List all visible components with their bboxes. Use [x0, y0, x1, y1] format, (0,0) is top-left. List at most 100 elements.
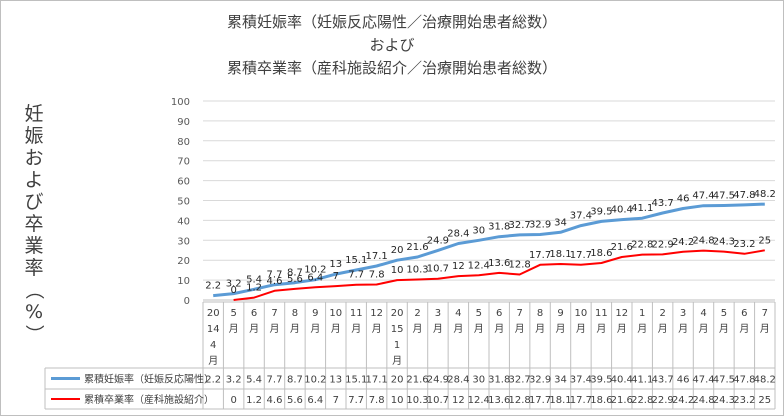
table-cell-pregnancy: 28.4 — [447, 375, 469, 386]
x-category-label: 7 — [762, 308, 768, 319]
legend-label-pregnancy: 累積妊娠率（妊娠反応陽性） — [84, 373, 214, 386]
chart-title: 累積妊娠率（妊娠反応陽性／治療開始患者総数） および 累積卒業率（産科施設紹介／… — [227, 13, 557, 77]
pregnancy-data-label: 17.1 — [366, 251, 388, 262]
x-category-label: 月 — [270, 323, 280, 335]
y-axis-label-char: % — [25, 301, 43, 323]
x-category-label: 5 — [721, 308, 727, 319]
table-cell-graduation: 17.7 — [529, 395, 551, 406]
table-cell-pregnancy: 47.4 — [692, 375, 714, 386]
graduation-data-label: 12.8 — [509, 260, 531, 271]
pregnancy-data-label: 8.7 — [287, 268, 303, 279]
x-category-label: 1 — [639, 308, 645, 319]
y-axis-label-char: （ — [23, 280, 45, 299]
pregnancy-data-label: 48.2 — [754, 189, 776, 200]
x-category-label: 3 — [680, 308, 686, 319]
y-tick-label: 20 — [177, 256, 190, 267]
x-category-label: 月 — [392, 355, 402, 367]
graduation-data-label: 22.9 — [652, 239, 674, 250]
pregnancy-data-label: 31.8 — [488, 222, 510, 233]
y-axis-label-char: よ — [24, 169, 43, 191]
graduation-data-label: 24.8 — [692, 236, 714, 247]
table-cell-pregnancy: 20 — [391, 375, 404, 386]
chart-title-line-2: および — [369, 36, 414, 54]
table-cell-pregnancy: 2.2 — [205, 375, 221, 386]
x-category-label: 月 — [310, 323, 320, 335]
y-axis-label-char: ） — [23, 324, 45, 343]
graduation-data-label: 1.2 — [246, 283, 262, 294]
pregnancy-data-label: 15.1 — [345, 255, 367, 266]
x-category-label: 月 — [678, 323, 688, 335]
table-cell-graduation: 22.8 — [631, 395, 653, 406]
y-axis-label-char: 率 — [24, 257, 43, 279]
x-category-label: 10 — [329, 308, 342, 319]
x-category-label: 月 — [637, 323, 647, 335]
graduation-data-label: 7.7 — [348, 270, 364, 281]
x-category-label: 8 — [537, 308, 543, 319]
data-table: 20144月5月6月7月8月9月10月11月12月20151月2月3月4月5月6… — [44, 301, 776, 410]
graduation-data-label: 4.6 — [267, 276, 283, 287]
pregnancy-data-label: 37.4 — [570, 211, 592, 222]
gridlines — [203, 100, 775, 301]
table-cell-graduation: 24.3 — [713, 395, 735, 406]
x-category-label: 6 — [251, 308, 257, 319]
table-cell-graduation: 10.3 — [406, 395, 428, 406]
x-category-label: 8 — [292, 308, 298, 319]
pregnancy-data-label: 41.1 — [631, 203, 653, 214]
table-cell-graduation: 1.2 — [246, 395, 262, 406]
x-category-label: 月 — [576, 323, 586, 335]
series-lines — [213, 202, 765, 301]
pregnancy-data-label: 5.4 — [246, 274, 262, 285]
pregnancy-data-label: 47.4 — [692, 191, 714, 202]
x-category-label: 月 — [331, 323, 341, 335]
pregnancy-data-label: 2.2 — [205, 281, 221, 292]
x-category-label: 月 — [413, 323, 423, 335]
x-category-label: 10 — [575, 308, 588, 319]
y-tick-label: 40 — [177, 216, 190, 227]
graduation-data-label: 7.8 — [369, 269, 385, 280]
pregnancy-data-label: 7.7 — [267, 270, 283, 281]
graduation-data-label: 12.4 — [468, 260, 490, 271]
table-cell-graduation: 7 — [333, 395, 339, 406]
x-category-label: 6 — [741, 308, 747, 319]
table-cell-pregnancy: 43.7 — [652, 375, 674, 386]
table-cell-pregnancy: 5.4 — [246, 375, 262, 386]
table-cell-graduation: 25 — [758, 395, 771, 406]
pregnancy-data-label: 30 — [472, 225, 485, 236]
table-cell-pregnancy: 39.5 — [590, 375, 612, 386]
x-category-label: 月 — [699, 323, 709, 335]
graduation-data-label: 7 — [333, 271, 339, 282]
x-category-label: 11 — [595, 308, 608, 319]
x-category-label: 月 — [556, 323, 566, 335]
pregnancy-data-label: 47.8 — [733, 190, 755, 201]
graduation-data-label: 12 — [452, 261, 465, 272]
table-cell-pregnancy: 15.1 — [345, 375, 367, 386]
graduation-data-label: 10 — [391, 265, 404, 276]
table-cell-pregnancy: 30 — [472, 375, 485, 386]
table-cell-graduation: 12.4 — [468, 395, 490, 406]
graduation-data-label: 18.6 — [590, 248, 612, 259]
graduation-data-label: 10.7 — [427, 264, 449, 275]
table-cell-pregnancy: 10.2 — [304, 375, 326, 386]
x-category-label: 月 — [453, 323, 463, 335]
graduation-data-label: 24.3 — [713, 237, 735, 248]
x-category-label: 月 — [290, 323, 300, 335]
x-category-label: 6 — [496, 308, 502, 319]
y-tick-label: 80 — [177, 137, 190, 148]
table-cell-pregnancy: 37.4 — [570, 375, 592, 386]
chart-title-line-1: 累積妊娠率（妊娠反応陽性／治療開始患者総数） — [227, 13, 557, 31]
y-tick-label: 60 — [177, 177, 190, 188]
data-labels: 2.2 3.2 5.4 7.7 8.7 10.213 15.117.120 21.624.92… — [205, 189, 776, 296]
table-cell-pregnancy: 47.5 — [713, 375, 735, 386]
table-cell-pregnancy: 31.8 — [488, 375, 510, 386]
y-axis-label-char: 妊 — [24, 103, 43, 125]
x-category-label: 7 — [271, 308, 277, 319]
chart-title-line-3: 累積卒業率（産科施設紹介／治療開始患者総数） — [227, 59, 557, 77]
graduation-data-label: 5.6 — [287, 274, 303, 285]
x-category-label: 4 — [700, 308, 706, 319]
x-category-label: 1 — [394, 340, 400, 351]
graduation-rate-line — [233, 249, 765, 301]
pregnancy-data-label: 10.2 — [304, 265, 326, 276]
x-category-label: 3 — [435, 308, 441, 319]
